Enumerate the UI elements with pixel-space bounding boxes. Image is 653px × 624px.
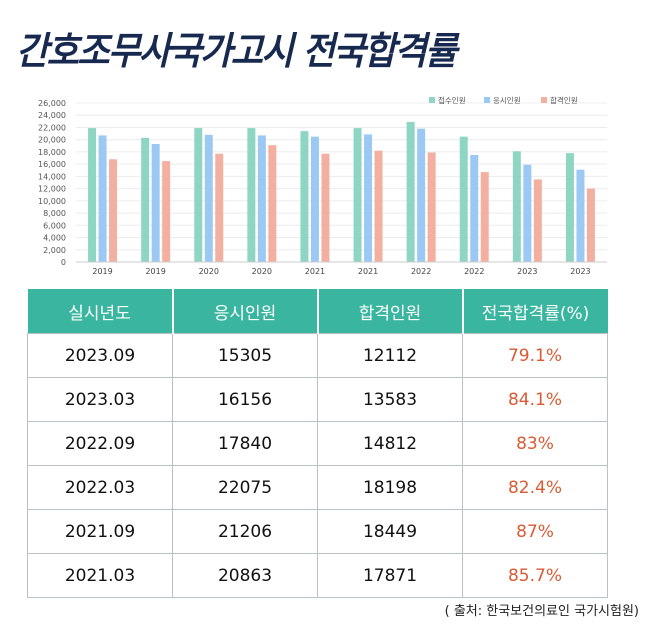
cell-passed: 18198 — [317, 465, 463, 510]
bar-2-4 — [321, 153, 330, 262]
bar-0-5 — [353, 128, 362, 262]
bar-2-3 — [268, 145, 277, 262]
y-tick-label: 20,000 — [38, 136, 66, 145]
table-row: 2021.09 21206 18449 87% — [27, 509, 608, 554]
x-tick-label: 2022 — [464, 267, 484, 276]
x-tick-label: 2023 — [570, 267, 590, 276]
y-tick-label: 4,000 — [43, 234, 66, 243]
bar-1-9 — [576, 169, 585, 262]
legend-swatch-2 — [541, 97, 547, 103]
y-tick-label: 2,000 — [43, 246, 66, 255]
bar-2-5 — [374, 150, 383, 262]
y-tick-label: 0 — [61, 258, 66, 267]
table-row: 2021.03 20863 17871 85.7% — [27, 553, 608, 598]
cell-pass-rate: 83% — [462, 421, 608, 466]
cell-passed: 14812 — [317, 421, 463, 466]
cell-passed: 18449 — [317, 509, 463, 554]
bar-2-0 — [109, 159, 118, 262]
x-tick-label: 2022 — [411, 267, 431, 276]
y-tick-label: 8,000 — [43, 209, 66, 218]
bar-1-2 — [204, 134, 213, 262]
cell-year: 2022.09 — [27, 421, 173, 466]
bar-0-3 — [247, 128, 256, 262]
column-header-passed: 합격인원 — [316, 289, 463, 334]
bar-1-7 — [470, 154, 479, 262]
column-header-year: 실시년도 — [27, 289, 173, 334]
bar-2-8 — [533, 179, 542, 262]
bar-0-2 — [194, 128, 203, 262]
column-header-applicants: 응시인원 — [171, 289, 318, 334]
table-row: 2023.09 15305 12112 79.1% — [27, 333, 608, 378]
y-tick-label: 26,000 — [38, 99, 66, 108]
cell-year: 2021.03 — [27, 553, 173, 598]
bar-1-5 — [364, 134, 373, 262]
bar-0-9 — [565, 153, 574, 262]
bar-0-0 — [88, 128, 97, 262]
cell-year: 2023.09 — [27, 333, 173, 378]
x-tick-label: 2019 — [145, 267, 165, 276]
y-tick-label: 18,000 — [38, 148, 66, 157]
results-table: 실시년도 응시인원 합격인원 전국합격률(%) 2023.09 15305 12… — [27, 289, 608, 598]
y-tick-label: 22,000 — [38, 123, 66, 132]
bar-0-4 — [300, 131, 309, 262]
y-tick-label: 10,000 — [38, 197, 66, 206]
x-tick-label: 2020 — [252, 267, 272, 276]
y-tick-label: 24,000 — [38, 111, 66, 120]
bar-1-8 — [523, 164, 532, 262]
column-header-pass-rate: 전국합격률(%) — [461, 289, 608, 334]
bar-2-7 — [480, 172, 489, 262]
y-tick-label: 14,000 — [38, 172, 66, 181]
bar-2-9 — [586, 188, 595, 262]
cell-pass-rate: 85.7% — [462, 553, 608, 598]
cell-applicants: 17840 — [172, 421, 318, 466]
cell-year: 2021.09 — [27, 509, 173, 554]
cell-pass-rate: 79.1% — [462, 333, 608, 378]
cell-year: 2022.03 — [27, 465, 173, 510]
legend-label-2: 합격인원 — [550, 95, 578, 105]
cell-pass-rate: 84.1% — [462, 377, 608, 422]
bar-0-7 — [459, 136, 468, 262]
bar-chart: 26,000 24,000 22,000 20,000 18,000 16,000 14,0… — [38, 95, 607, 276]
y-tick-label: 6,000 — [43, 221, 66, 230]
bar-0-6 — [406, 121, 415, 262]
table-row: 2022.09 17840 14812 83% — [27, 421, 608, 466]
legend-label-0: 접수인원 — [438, 95, 466, 105]
legend-label-1: 응시인원 — [493, 95, 521, 105]
bar-1-6 — [417, 128, 426, 262]
table-row: 2023.03 16156 13583 84.1% — [27, 377, 608, 422]
x-tick-label: 2023 — [517, 267, 537, 276]
bar-2-2 — [215, 153, 224, 262]
bar-1-1 — [151, 143, 160, 262]
cell-passed: 17871 — [317, 553, 463, 598]
y-tick-label: 16,000 — [38, 160, 66, 169]
legend-swatch-0 — [429, 97, 435, 103]
cell-passed: 12112 — [317, 333, 463, 378]
bar-1-0 — [98, 135, 107, 262]
cell-applicants: 22075 — [172, 465, 318, 510]
bar-0-1 — [141, 137, 150, 262]
legend-swatch-1 — [484, 97, 490, 103]
x-tick-label: 2019 — [92, 267, 112, 276]
y-tick-label: 12,000 — [38, 185, 66, 194]
bar-1-4 — [310, 136, 319, 262]
cell-year: 2023.03 — [27, 377, 173, 422]
bar-0-8 — [512, 151, 521, 262]
x-tick-label: 2021 — [358, 267, 378, 276]
table-row: 2022.03 22075 18198 82.4% — [27, 465, 608, 510]
table-header-row: 실시년도 응시인원 합격인원 전국합격률(%) — [27, 289, 608, 334]
bar-1-3 — [257, 135, 266, 262]
cell-passed: 13583 — [317, 377, 463, 422]
x-tick-label: 2020 — [199, 267, 219, 276]
bar-2-6 — [427, 152, 436, 262]
page-title: 간호조무사국가고시 전국합격률 — [16, 29, 457, 73]
source-note: ( 출처: 한국보건의료인 국가시험원) — [444, 604, 639, 619]
x-tick-label: 2021 — [305, 267, 325, 276]
cell-pass-rate: 82.4% — [462, 465, 608, 510]
cell-applicants: 15305 — [172, 333, 318, 378]
cell-applicants: 20863 — [172, 553, 318, 598]
bar-2-1 — [162, 161, 171, 262]
cell-applicants: 21206 — [172, 509, 318, 554]
cell-pass-rate: 87% — [462, 509, 608, 554]
cell-applicants: 16156 — [172, 377, 318, 422]
